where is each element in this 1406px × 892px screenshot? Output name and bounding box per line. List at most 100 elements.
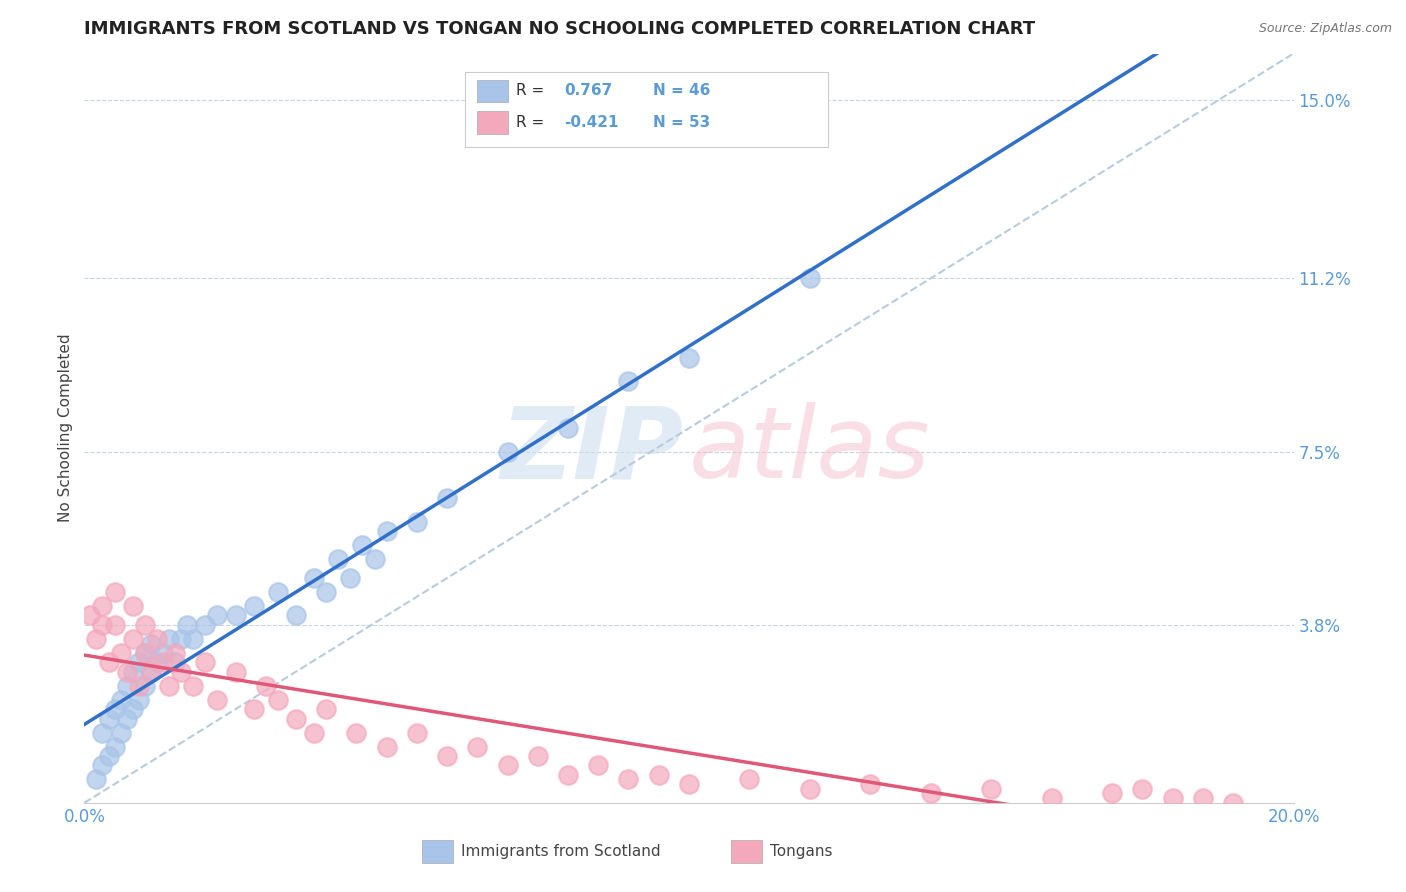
Point — [134, 617, 156, 632]
Point — [165, 655, 187, 669]
Point — [104, 617, 127, 632]
Point — [859, 777, 882, 791]
Point — [588, 758, 610, 772]
Point — [267, 585, 290, 599]
Point — [79, 608, 101, 623]
Point — [920, 787, 942, 801]
Point — [496, 758, 519, 772]
Point — [194, 655, 217, 669]
Point — [285, 608, 308, 623]
Point — [678, 777, 700, 791]
Point — [146, 655, 169, 669]
Text: N = 46: N = 46 — [652, 84, 710, 98]
Point — [97, 712, 120, 726]
Bar — [478, 112, 508, 134]
Bar — [478, 79, 508, 103]
Point — [152, 655, 174, 669]
Point — [315, 585, 337, 599]
Point — [86, 772, 108, 787]
Point — [1130, 781, 1153, 796]
Text: 0.767: 0.767 — [564, 84, 613, 98]
Point — [91, 599, 114, 614]
Y-axis label: No Schooling Completed: No Schooling Completed — [58, 334, 73, 523]
Text: Tongans: Tongans — [770, 845, 832, 859]
Point — [1192, 791, 1215, 805]
Point — [176, 617, 198, 632]
Point — [799, 271, 821, 285]
Point — [1161, 791, 1184, 805]
Point — [86, 632, 108, 646]
Point — [436, 749, 458, 764]
Point — [115, 679, 138, 693]
Point — [363, 552, 385, 566]
Point — [110, 646, 132, 660]
Text: Immigrants from Scotland: Immigrants from Scotland — [461, 845, 661, 859]
Text: -0.421: -0.421 — [564, 115, 619, 130]
Point — [557, 767, 579, 781]
Point — [617, 375, 640, 389]
Point — [134, 679, 156, 693]
Point — [242, 702, 264, 716]
Point — [134, 646, 156, 660]
Text: IMMIGRANTS FROM SCOTLAND VS TONGAN NO SCHOOLING COMPLETED CORRELATION CHART: IMMIGRANTS FROM SCOTLAND VS TONGAN NO SC… — [84, 21, 1035, 38]
Point — [467, 739, 489, 754]
Point — [207, 692, 229, 706]
Text: N = 53: N = 53 — [652, 115, 710, 130]
Point — [527, 749, 550, 764]
Point — [194, 617, 217, 632]
Text: atlas: atlas — [689, 402, 931, 500]
Point — [346, 725, 368, 739]
Point — [375, 524, 398, 538]
Point — [375, 739, 398, 754]
Point — [254, 679, 277, 693]
Point — [97, 655, 120, 669]
Point — [225, 665, 247, 679]
Point — [91, 617, 114, 632]
Point — [738, 772, 761, 787]
Point — [339, 571, 361, 585]
Point — [406, 515, 429, 529]
Point — [315, 702, 337, 716]
Point — [678, 351, 700, 365]
Point — [134, 646, 156, 660]
Point — [648, 767, 671, 781]
Point — [1222, 796, 1244, 810]
Point — [91, 725, 114, 739]
Point — [104, 739, 127, 754]
Point — [104, 585, 127, 599]
Point — [406, 725, 429, 739]
Point — [139, 637, 162, 651]
Point — [181, 679, 204, 693]
Point — [121, 599, 143, 614]
Point — [496, 444, 519, 458]
Point — [121, 702, 143, 716]
Point — [110, 692, 132, 706]
Point — [267, 692, 290, 706]
Point — [1040, 791, 1063, 805]
Point — [139, 665, 162, 679]
Point — [115, 712, 138, 726]
Point — [242, 599, 264, 614]
Point — [799, 781, 821, 796]
Point — [152, 646, 174, 660]
Point — [128, 679, 150, 693]
Point — [121, 665, 143, 679]
Point — [91, 758, 114, 772]
Point — [207, 608, 229, 623]
Point — [352, 538, 374, 552]
Point — [170, 665, 193, 679]
Point — [225, 608, 247, 623]
Point — [1101, 787, 1123, 801]
Point — [139, 665, 162, 679]
Point — [115, 665, 138, 679]
Point — [165, 646, 187, 660]
Point — [181, 632, 204, 646]
Point — [157, 679, 180, 693]
Point — [110, 725, 132, 739]
Point — [302, 725, 325, 739]
Point — [128, 692, 150, 706]
Point — [97, 749, 120, 764]
FancyBboxPatch shape — [465, 72, 828, 147]
Text: R =: R = — [516, 115, 544, 130]
Point — [157, 632, 180, 646]
